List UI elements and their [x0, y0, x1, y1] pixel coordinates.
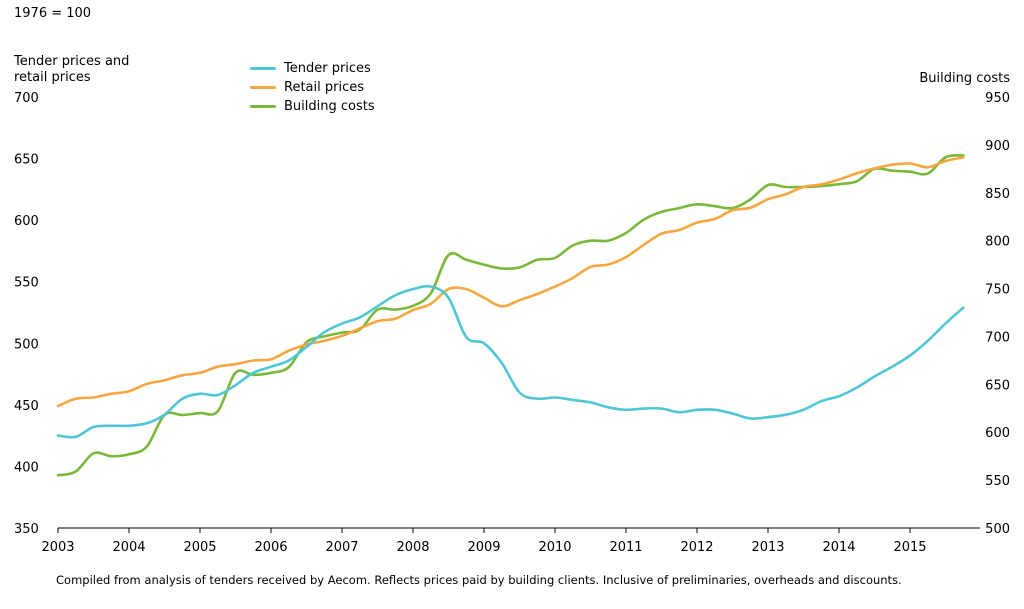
legend-item-building: Building costs	[250, 97, 375, 115]
y-right-tick-label: 700	[985, 330, 1010, 345]
y-right-tick-label: 650	[985, 378, 1010, 393]
legend-label-building: Building costs	[284, 98, 375, 114]
series-line-tender-prices	[56, 284, 965, 439]
x-tick-label: 2006	[254, 540, 287, 555]
y-left-tick-label: 500	[14, 337, 39, 352]
y-right-tick-label: 950	[985, 91, 1010, 106]
x-tick-label: 2013	[751, 540, 784, 555]
y-left-tick-label: 400	[14, 460, 39, 475]
y-left-tick-label: 700	[14, 91, 39, 106]
x-tick-label: 2004	[112, 540, 145, 555]
x-tick-label: 2007	[325, 540, 358, 555]
x-tick-label: 2009	[467, 540, 500, 555]
y-right-tick-label: 850	[985, 187, 1010, 202]
y-left-tick-label: 600	[14, 214, 39, 229]
y-left-tick-label: 450	[14, 399, 39, 414]
series-line-retail-prices	[56, 156, 965, 408]
legend-label-retail: Retail prices	[284, 79, 364, 95]
y-right-tick-label: 600	[985, 426, 1010, 441]
x-tick-label: 2003	[41, 540, 74, 555]
y-right-tick-label: 500	[985, 522, 1010, 537]
legend-item-retail: Retail prices	[250, 78, 364, 96]
x-tick-label: 2008	[396, 540, 429, 555]
legend-swatch-building	[250, 104, 276, 108]
base-year-note: 1976 = 100	[14, 6, 92, 21]
x-tick-label: 2011	[609, 540, 642, 555]
x-tick-label: 2012	[680, 540, 713, 555]
y-right-tick-label: 900	[985, 139, 1010, 154]
series-line-building-costs	[56, 154, 965, 477]
y-right-tick-label: 550	[985, 474, 1010, 489]
y-left-tick-label: 650	[14, 153, 39, 168]
legend-swatch-tender	[250, 66, 276, 70]
left-axis-title: Tender prices and retail prices	[14, 54, 130, 85]
y-right-tick-label: 750	[985, 283, 1010, 298]
axes-layer: 2003 2004 2005 2006 2007 2008 2009 2010 2011 2012…	[14, 91, 1010, 555]
y-left-tick-label: 550	[14, 276, 39, 291]
legend-item-tender: Tender prices	[250, 59, 371, 77]
legend-label-tender: Tender prices	[284, 60, 371, 76]
legend-swatch-retail	[250, 85, 276, 89]
x-tick-label: 2005	[183, 540, 216, 555]
x-tick-label: 2015	[893, 540, 926, 555]
series-layer	[56, 154, 965, 477]
y-right-tick-label: 800	[985, 235, 1010, 250]
x-tick-label: 2014	[822, 540, 855, 555]
y-left-tick-label: 350	[14, 522, 39, 537]
x-tick-label: 2010	[538, 540, 571, 555]
right-axis-title: Building costs	[919, 71, 1010, 86]
footer-note: Compiled from analysis of tenders receiv…	[56, 573, 902, 587]
